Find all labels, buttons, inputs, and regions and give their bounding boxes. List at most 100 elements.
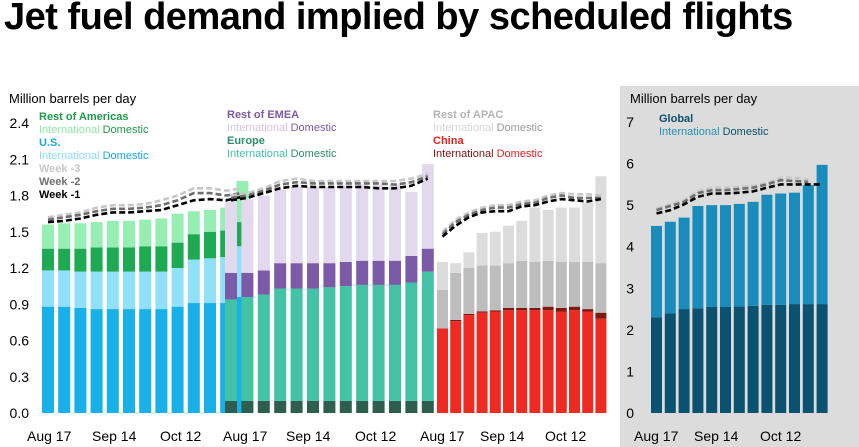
apac-bar-segment-3 bbox=[476, 265, 488, 312]
apac-bar-segment-4 bbox=[516, 220, 528, 261]
emea-bar-segment-2 bbox=[323, 287, 336, 401]
americas-legend-title: Week -2 bbox=[39, 176, 80, 188]
apac-week-1-line bbox=[441, 197, 602, 238]
emea-legend-line: International Domestic bbox=[227, 148, 337, 160]
emea-bar-segment-1 bbox=[290, 400, 303, 413]
americas-bar-segment-1 bbox=[74, 307, 87, 413]
apac-bar-segment-4 bbox=[450, 263, 462, 273]
apac-bar-segment-3 bbox=[555, 261, 567, 308]
emea-bar-segment-4 bbox=[356, 184, 369, 261]
global-bar-segment-1 bbox=[692, 308, 704, 413]
americas-bar-segment-3 bbox=[58, 248, 71, 271]
apac-bar-segment-4 bbox=[489, 231, 501, 266]
apac-bar-segment-4 bbox=[463, 252, 475, 268]
emea-bar-segment-4 bbox=[225, 201, 237, 273]
americas-bar-segment-2 bbox=[187, 259, 200, 304]
global-bar-segment-2 bbox=[678, 217, 690, 310]
page-title: Jet fuel demand implied by scheduled fli… bbox=[4, 0, 793, 38]
americas-bar-segment-2 bbox=[106, 271, 119, 310]
emea-bar-segment-4 bbox=[323, 187, 336, 264]
americas-bar-segment-4 bbox=[123, 220, 135, 248]
apac-bar-segment-1 bbox=[595, 318, 607, 413]
emea-bar-segment-2 bbox=[421, 271, 434, 401]
americas-y-tick-label: 0.0 bbox=[10, 405, 30, 421]
emea-bar-segment-3 bbox=[225, 272, 237, 300]
americas-bar-segment-4 bbox=[171, 213, 184, 243]
americas-x-tick-label: Aug 17 bbox=[27, 428, 72, 444]
americas-bar-segment-1 bbox=[123, 309, 135, 413]
apac-bar-segment-4 bbox=[476, 232, 488, 266]
apac-bar-segment-4 bbox=[503, 225, 514, 264]
apac-legend-title: China bbox=[433, 135, 464, 147]
emea-bar-segment-4 bbox=[405, 191, 418, 256]
global-legend-line: International Domestic bbox=[659, 126, 769, 138]
apac-bar-segment-4 bbox=[582, 202, 594, 262]
emea-bar-segment-2 bbox=[372, 284, 385, 401]
americas-legend-line: International Domestic bbox=[39, 124, 149, 136]
emea-week-2-line bbox=[230, 174, 429, 200]
americas-bar-segment-1 bbox=[171, 306, 184, 413]
apac-x-tick-label: Sep 14 bbox=[480, 428, 525, 444]
emea-x-tick-label: Oct 12 bbox=[355, 428, 396, 444]
global-legend-title: Global bbox=[659, 113, 693, 125]
emea-bar-segment-2 bbox=[307, 288, 319, 401]
apac-bar-segment-3 bbox=[595, 263, 607, 313]
apac-bar-segment-1 bbox=[542, 310, 554, 413]
global-bar-segment-1 bbox=[733, 306, 745, 413]
apac-bar-segment-2 bbox=[529, 307, 541, 311]
emea-bar-segment-4 bbox=[274, 189, 287, 264]
emea-bar-segment-1 bbox=[372, 400, 385, 413]
emea-bar-segment-1 bbox=[421, 400, 434, 413]
apac-bar-segment-1 bbox=[582, 311, 594, 413]
apac-bar-segment-3 bbox=[569, 261, 580, 307]
emea-bar-segment-3 bbox=[307, 263, 319, 289]
emea-bar-segment-2 bbox=[339, 286, 352, 401]
apac-bar-segment-2 bbox=[595, 312, 607, 319]
americas-bar-segment-3 bbox=[139, 246, 152, 272]
emea-legend-entry: International bbox=[227, 148, 288, 160]
emea-bar-segment-4 bbox=[307, 187, 319, 264]
global-y-tick-label: 4 bbox=[626, 239, 634, 255]
emea-bar-segment-3 bbox=[241, 272, 254, 297]
americas-y-tick-label: 0.3 bbox=[10, 369, 30, 385]
apac-legend-line: International Domestic bbox=[433, 122, 543, 134]
apac-week-2-line bbox=[441, 194, 601, 236]
apac-bar-segment-4 bbox=[595, 176, 607, 264]
emea-bar-segment-2 bbox=[257, 294, 270, 401]
americas-bar-segment-3 bbox=[187, 234, 200, 260]
apac-bar-segment-2 bbox=[503, 307, 514, 311]
global-bar-segment-2 bbox=[706, 205, 718, 307]
emea-bar-segment-3 bbox=[421, 248, 434, 272]
global-bar-segment-2 bbox=[802, 185, 814, 305]
apac-bar-segment-2 bbox=[489, 310, 501, 312]
emea-bar-segment-4 bbox=[389, 184, 401, 261]
emea-legend-title: Rest of EMEA bbox=[227, 109, 299, 121]
global-bar-segment-1 bbox=[747, 305, 759, 413]
global-bar-segment-2 bbox=[692, 205, 704, 309]
apac-bar-segment-3 bbox=[529, 261, 541, 308]
global-x-tick-label: Oct 12 bbox=[760, 428, 801, 444]
americas-y-tick-label: 2.1 bbox=[10, 151, 30, 167]
apac-bar-segment-1 bbox=[437, 328, 448, 413]
americas-legend-line: International Domestic bbox=[39, 150, 149, 162]
americas-x-tick-label: Oct 12 bbox=[160, 428, 201, 444]
emea-bar-segment-2 bbox=[225, 299, 237, 401]
americas-bar-segment-4 bbox=[74, 223, 87, 249]
emea-bar-segment-4 bbox=[372, 184, 385, 261]
emea-bar-segment-3 bbox=[323, 263, 336, 288]
americas-bar-segment-3 bbox=[90, 247, 103, 272]
americas-bar-segment-3 bbox=[204, 231, 216, 259]
emea-bar-segment-1 bbox=[257, 400, 270, 413]
global-week-1-line bbox=[656, 183, 823, 215]
americas-y-tick-label: 1.8 bbox=[10, 188, 30, 204]
americas-legend-entry: Domestic bbox=[100, 150, 149, 162]
apac-legend-entry: International bbox=[433, 148, 494, 160]
americas-x-tick-label: Sep 14 bbox=[92, 428, 137, 444]
americas-bar-segment-4 bbox=[204, 210, 216, 232]
americas-bar-segment-4 bbox=[187, 211, 200, 235]
americas-bar-segment-4 bbox=[90, 222, 103, 248]
americas-legend-entry: International bbox=[39, 150, 100, 162]
emea-bar-segment-1 bbox=[405, 400, 418, 413]
global-y-tick-label: 3 bbox=[626, 280, 634, 296]
